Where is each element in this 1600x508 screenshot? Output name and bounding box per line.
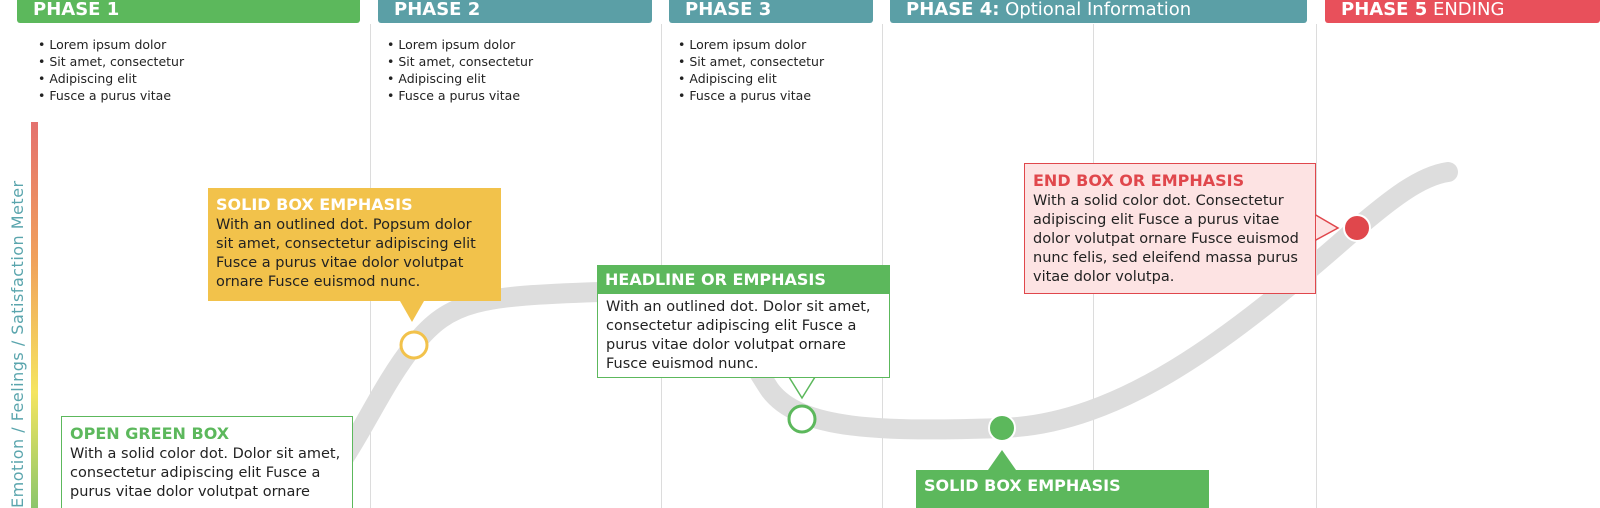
phase-1-header: PHASE 1 (17, 0, 360, 23)
phase-3-header: PHASE 3 (669, 0, 873, 23)
green-outlined-dot (787, 404, 817, 434)
list-item: Fusce a purus vitae (38, 87, 184, 104)
green-solid-dot (988, 414, 1016, 442)
headline-box-pointer (787, 376, 817, 400)
open-green-callout: OPEN GREEN BOX With a solid color dot. D… (61, 416, 353, 508)
phase-4-title: PHASE 4: (906, 0, 1000, 20)
green-box-pointer (988, 450, 1016, 470)
phase-2-header: PHASE 2 (378, 0, 652, 23)
yellow-outlined-dot (399, 330, 429, 360)
list-item: Lorem ipsum dolor (38, 36, 184, 53)
list-item: Adipiscing elit (38, 70, 184, 87)
headline-callout: HEADLINE OR EMPHASIS With an outlined do… (597, 265, 890, 378)
callout-title: OPEN GREEN BOX (70, 424, 230, 443)
list-item: Adipiscing elit (387, 70, 533, 87)
callout-body: With an outlined dot. Popsum dolor sit a… (216, 217, 476, 290)
yellow-box-pointer (400, 301, 424, 322)
end-box-callout: END BOX OR EMPHASIS With a solid color d… (1024, 163, 1316, 294)
callout-body: With a solid color dot. Consectetur adip… (1033, 193, 1299, 285)
callout-title: SOLID BOX EMPHASIS (924, 476, 1121, 495)
callout-title: HEADLINE OR EMPHASIS (598, 266, 889, 294)
red-solid-dot (1343, 214, 1371, 242)
solid-green-callout: SOLID BOX EMPHASIS (916, 470, 1209, 508)
phase-2-title: PHASE 2 (394, 0, 481, 20)
list-item: Fusce a purus vitae (678, 87, 824, 104)
solid-yellow-callout: SOLID BOX EMPHASIS With an outlined dot.… (208, 188, 501, 301)
phase-4-header: PHASE 4: Optional Information (890, 0, 1307, 23)
phase-1-title: PHASE 1 (33, 0, 120, 20)
callout-title: SOLID BOX EMPHASIS (216, 195, 413, 214)
list-item: Lorem ipsum dolor (678, 36, 824, 53)
list-item: Fusce a purus vitae (387, 87, 533, 104)
phase-5-title: PHASE 5 (1341, 0, 1428, 20)
list-item: Adipiscing elit (678, 70, 824, 87)
callout-title: END BOX OR EMPHASIS (1033, 171, 1245, 190)
phase-1-bullets: Lorem ipsum dolor Sit amet, consectetur … (38, 36, 184, 104)
list-item: Sit amet, consectetur (38, 53, 184, 70)
phase-2-bullets: Lorem ipsum dolor Sit amet, consectetur … (387, 36, 533, 104)
list-item: Sit amet, consectetur (387, 53, 533, 70)
phase-3-title: PHASE 3 (685, 0, 772, 20)
list-item: Lorem ipsum dolor (387, 36, 533, 53)
list-item: Sit amet, consectetur (678, 53, 824, 70)
phase-4-subtitle: Optional Information (999, 0, 1192, 20)
callout-body: With a solid color dot. Dolor sit amet, … (70, 446, 341, 500)
phase-5-subtitle: ENDING (1427, 0, 1505, 20)
phase-3-bullets: Lorem ipsum dolor Sit amet, consectetur … (678, 36, 824, 104)
callout-body: With an outlined dot. Dolor sit amet, co… (606, 299, 871, 372)
phase-5-header: PHASE 5 ENDING (1325, 0, 1600, 23)
satisfaction-meter-bar (31, 122, 38, 508)
